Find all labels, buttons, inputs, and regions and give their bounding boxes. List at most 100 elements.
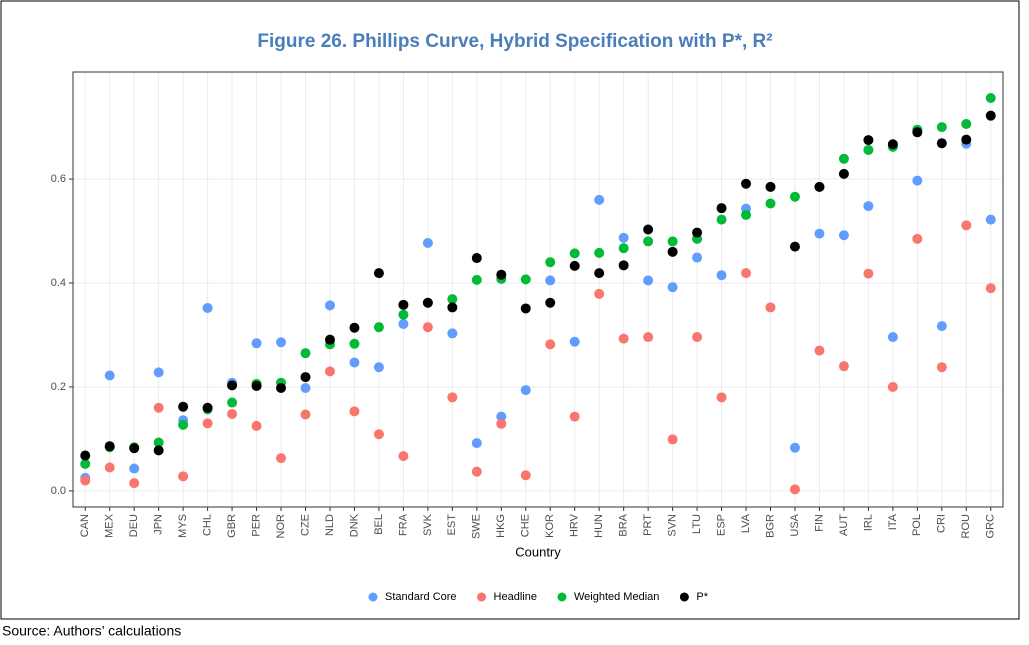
point [447, 294, 458, 305]
point [227, 380, 238, 391]
y-tick-label: 0.2 [51, 381, 66, 393]
point [961, 220, 972, 231]
point [594, 268, 605, 279]
point [129, 478, 140, 489]
point [594, 194, 605, 205]
x-tick-label: NOR [275, 514, 287, 539]
x-tick-label: CHL [202, 514, 214, 536]
panel-border [72, 71, 1004, 508]
point [643, 236, 654, 247]
point [496, 418, 507, 429]
point [349, 338, 360, 349]
point [520, 274, 531, 285]
point [985, 214, 996, 225]
point [300, 382, 311, 393]
point [422, 237, 433, 248]
point [716, 214, 727, 225]
point [324, 334, 335, 345]
point [398, 319, 409, 330]
point [153, 367, 164, 378]
x-tick-label: KOR [544, 514, 556, 538]
point [471, 274, 482, 285]
x-tick-label: DNK [348, 513, 360, 537]
point [398, 309, 409, 320]
point [373, 322, 384, 333]
point [373, 268, 384, 279]
point [765, 198, 776, 209]
point [129, 463, 140, 474]
point [178, 401, 189, 412]
y-tick-label: 0.0 [51, 485, 66, 497]
point [178, 419, 189, 430]
point [276, 382, 287, 393]
plot-panel [73, 72, 1003, 507]
point [741, 268, 752, 279]
point [569, 336, 580, 347]
point [447, 328, 458, 339]
point [545, 339, 556, 350]
point [129, 443, 140, 454]
point [863, 268, 874, 279]
point [667, 236, 678, 247]
x-tick-label: CHE [520, 514, 532, 537]
point [227, 408, 238, 419]
legend-label: Headline [494, 591, 537, 603]
point [618, 232, 629, 243]
x-tick-label: MYS [177, 514, 189, 538]
point [692, 332, 703, 343]
x-tick-label: BGR [764, 514, 776, 538]
point [80, 475, 91, 486]
point [202, 302, 213, 313]
point [887, 139, 898, 150]
point [936, 321, 947, 332]
point [373, 429, 384, 440]
x-tick-label: SVK [422, 513, 434, 536]
point [716, 203, 727, 214]
point [838, 230, 849, 241]
point [349, 322, 360, 333]
point [300, 372, 311, 383]
point [765, 302, 776, 313]
x-tick-label: POL [911, 514, 923, 536]
point [569, 260, 580, 271]
point [80, 458, 91, 469]
x-tick-label: ESP [715, 514, 727, 536]
x-tick-label: IRL [862, 514, 874, 531]
legend: Standard Core Headline Weighted Median P* [368, 591, 709, 603]
point [936, 362, 947, 373]
point [300, 409, 311, 420]
point [324, 300, 335, 311]
point [667, 246, 678, 257]
point [251, 338, 262, 349]
x-tick-label: AUT [838, 514, 850, 536]
point [545, 297, 556, 308]
point [324, 366, 335, 377]
x-tick-label: GBR [226, 514, 238, 538]
point [569, 248, 580, 259]
point [692, 252, 703, 263]
x-tick-label: JPN [153, 514, 165, 535]
point [985, 283, 996, 294]
point [618, 333, 629, 344]
point [520, 385, 531, 396]
point [789, 484, 800, 495]
point [789, 442, 800, 453]
point [276, 337, 287, 348]
source-note: Source: Authors’ calculations [2, 623, 181, 639]
point [496, 269, 507, 280]
point [545, 257, 556, 268]
legend-label: P* [696, 591, 708, 603]
point [153, 445, 164, 456]
point [80, 450, 91, 461]
x-tick-label: HKG [495, 514, 507, 538]
x-tick-label: SWE [471, 514, 483, 539]
legend-label: Weighted Median [574, 591, 659, 603]
point [545, 275, 556, 286]
point [741, 178, 752, 189]
point [471, 438, 482, 449]
x-tick-label: CAN [79, 514, 91, 537]
point [667, 282, 678, 293]
point [471, 466, 482, 477]
point [520, 303, 531, 314]
x-tick-label: DEU [128, 514, 140, 537]
